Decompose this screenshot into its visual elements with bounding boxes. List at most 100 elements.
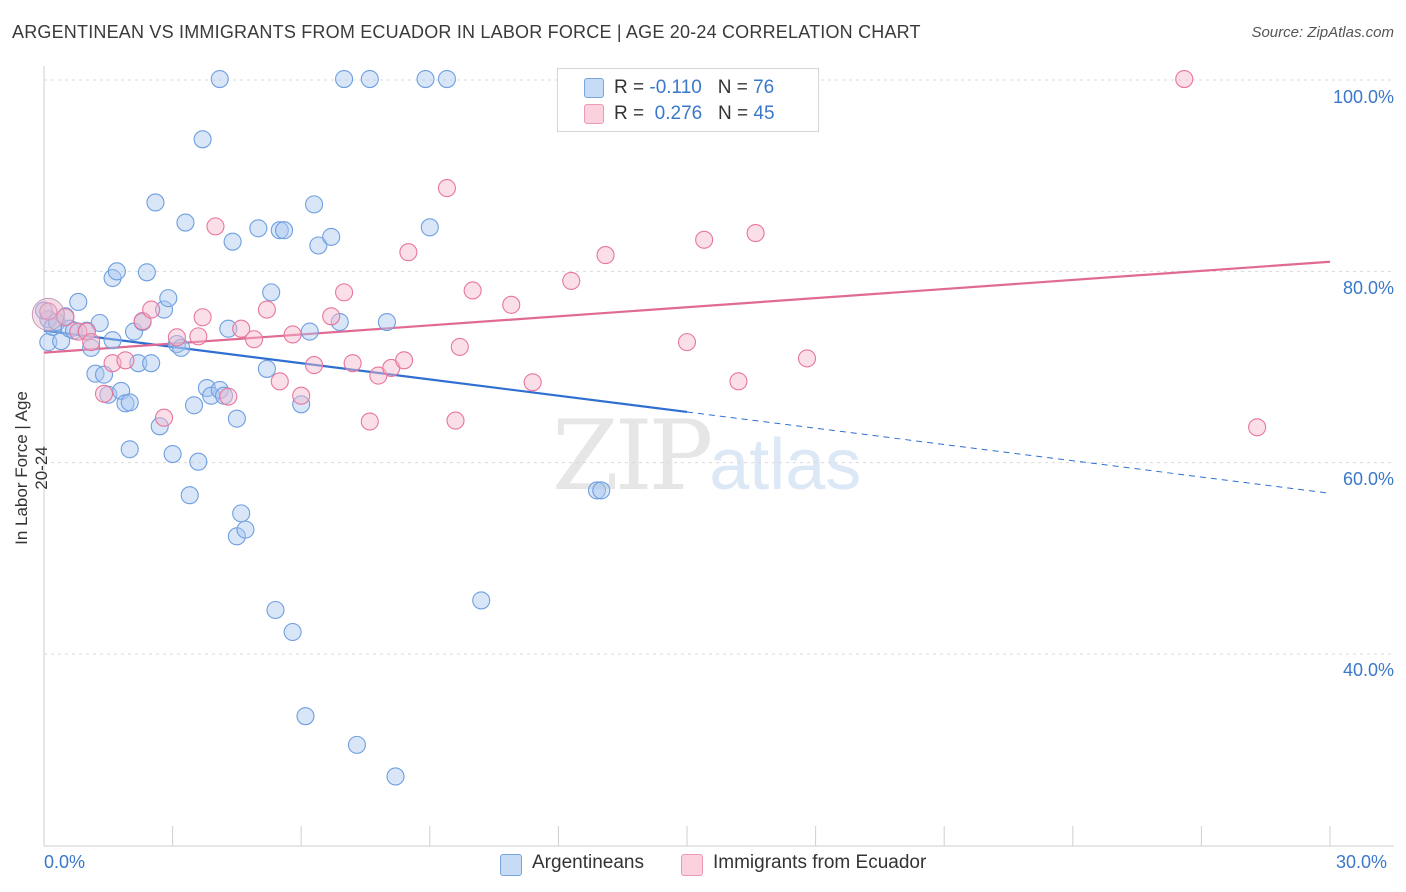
point-0-63 — [335, 69, 354, 89]
point-1-36 — [523, 373, 542, 392]
point-0-27 — [150, 417, 169, 436]
point-0-29 — [159, 289, 178, 308]
point-0-12 — [90, 313, 109, 333]
point-1-44 — [1175, 69, 1194, 89]
x-min-label: 0.0% — [44, 852, 86, 872]
point-0-43 — [219, 319, 238, 338]
point-extra-0 — [1248, 418, 1267, 437]
y-tick-label-40: 40.0% — [1342, 660, 1394, 680]
point-1-19 — [270, 372, 289, 391]
point-0-36 — [189, 452, 208, 471]
point-1-3 — [77, 322, 96, 341]
point-0-57 — [296, 707, 315, 726]
point-0-47 — [232, 504, 251, 523]
point-0-61 — [322, 227, 341, 246]
point-0-60 — [309, 236, 328, 255]
point-0-72 — [587, 481, 607, 500]
trend-extension-0 — [686, 411, 1331, 494]
watermark-zip: ZIP — [552, 400, 713, 512]
point-1-1 — [56, 308, 75, 327]
y-tick-label-80: 80.0% — [1342, 278, 1394, 298]
point-0-51 — [262, 283, 281, 302]
point-1-32 — [446, 411, 465, 430]
point-1-42 — [746, 224, 765, 243]
point-0-4 — [52, 332, 71, 351]
point-cluster-large — [31, 297, 65, 331]
point-0-45 — [227, 409, 246, 428]
point-0-37 — [193, 130, 212, 149]
legend-label: Argentineans — [532, 852, 644, 873]
y-tick-label-60: 60.0% — [1342, 469, 1394, 489]
point-1-33 — [450, 337, 469, 356]
point-1-15 — [219, 387, 238, 406]
point-1-38 — [596, 246, 615, 265]
point-0-33 — [176, 213, 195, 232]
point-0-58 — [300, 322, 319, 341]
data-points — [31, 69, 1267, 786]
axes — [43, 66, 1394, 847]
point-0-8 — [69, 292, 88, 311]
point-1-11 — [167, 328, 186, 347]
point-1-7 — [116, 351, 135, 370]
n-label: N = — [718, 103, 754, 124]
point-0-24 — [137, 263, 156, 282]
n-label: N = — [717, 77, 754, 98]
point-1-22 — [305, 356, 324, 375]
point-1-18 — [257, 300, 276, 319]
point-1-24 — [335, 283, 354, 302]
point-0-50 — [257, 359, 276, 378]
point-0-49 — [249, 219, 268, 238]
point-0-44 — [223, 232, 242, 251]
legend-swatch-blue — [584, 78, 604, 98]
point-0-73 — [592, 481, 611, 500]
point-0-26 — [146, 193, 165, 212]
r-value: -0.110 — [649, 77, 702, 98]
point-0-70 — [437, 69, 456, 89]
legend-swatch-pink — [584, 104, 604, 124]
point-1-5 — [94, 384, 114, 403]
y-tick-label-100: 100.0% — [1332, 87, 1394, 107]
point-0-52 — [266, 600, 285, 620]
point-0-55 — [283, 622, 302, 642]
r-value: 0.276 — [654, 103, 703, 124]
point-1-30 — [399, 243, 418, 262]
point-1-14 — [206, 217, 225, 236]
point-1-13 — [193, 308, 212, 327]
source-credit: Source: ZipAtlas.com — [1251, 24, 1394, 41]
point-0-69 — [420, 218, 439, 237]
point-1-0 — [39, 302, 58, 321]
point-1-40 — [695, 230, 714, 249]
point-0-25 — [142, 354, 161, 373]
point-0-40 — [210, 69, 229, 89]
point-1-34 — [463, 281, 482, 300]
point-1-43 — [797, 349, 817, 368]
grid-lines — [44, 79, 1394, 655]
legend-stats-ecuador: R = 0.276 N = 45 — [614, 103, 775, 125]
point-0-59 — [305, 195, 324, 214]
point-1-26 — [360, 412, 379, 431]
watermark: ZIPatlas — [552, 400, 861, 512]
point-1-39 — [677, 333, 697, 352]
point-1-23 — [322, 307, 341, 326]
point-0-75 — [103, 331, 122, 350]
point-1-16 — [232, 319, 251, 338]
legend-swatch-blue — [500, 854, 522, 876]
point-1-29 — [395, 351, 414, 370]
legend-stats-argentineans: R = -0.110 N = 76 — [614, 77, 774, 99]
point-0-20 — [120, 393, 139, 412]
point-1-37 — [562, 271, 581, 290]
point-1-25 — [343, 354, 362, 373]
point-1-31 — [437, 179, 456, 198]
legend-label: Immigrants from Ecuador — [713, 852, 927, 873]
point-0-53 — [270, 221, 289, 240]
r-label: R = — [614, 77, 650, 98]
point-1-4 — [82, 333, 101, 352]
point-1-9 — [142, 300, 161, 319]
point-0-35 — [184, 396, 204, 415]
trend-lines — [43, 260, 1331, 494]
point-0-65 — [360, 69, 379, 89]
point-0-30 — [163, 445, 182, 464]
point-0-67 — [386, 767, 405, 786]
point-0-54 — [275, 221, 294, 240]
